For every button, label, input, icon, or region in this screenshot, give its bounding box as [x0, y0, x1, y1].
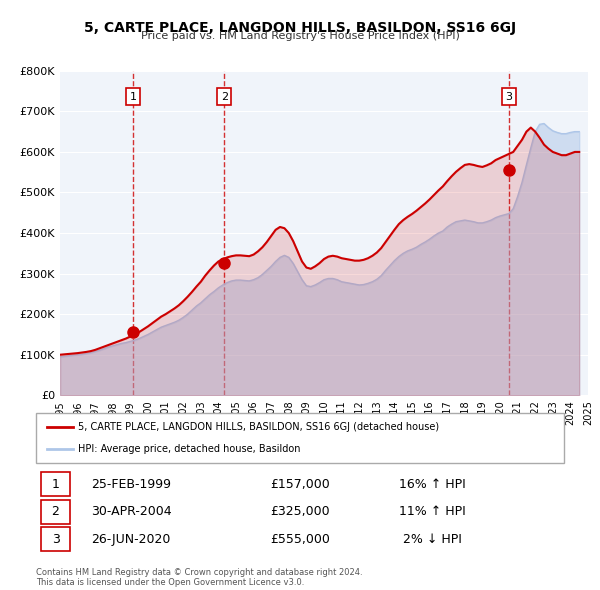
- Text: 25-FEB-1999: 25-FEB-1999: [91, 478, 171, 491]
- Text: £325,000: £325,000: [270, 505, 330, 519]
- Text: 5, CARTE PLACE, LANGDON HILLS, BASILDON, SS16 6GJ (detached house): 5, CARTE PLACE, LANGDON HILLS, BASILDON,…: [78, 422, 439, 432]
- FancyBboxPatch shape: [41, 500, 70, 524]
- Text: 2% ↓ HPI: 2% ↓ HPI: [403, 533, 461, 546]
- Text: 3: 3: [52, 533, 59, 546]
- Text: Contains HM Land Registry data © Crown copyright and database right 2024.
This d: Contains HM Land Registry data © Crown c…: [36, 568, 362, 587]
- FancyBboxPatch shape: [41, 527, 70, 551]
- Text: £157,000: £157,000: [270, 478, 330, 491]
- Text: HPI: Average price, detached house, Basildon: HPI: Average price, detached house, Basi…: [78, 444, 301, 454]
- Text: £555,000: £555,000: [270, 533, 330, 546]
- Text: 1: 1: [130, 92, 137, 101]
- Text: 11% ↑ HPI: 11% ↑ HPI: [398, 505, 466, 519]
- Text: 16% ↑ HPI: 16% ↑ HPI: [398, 478, 466, 491]
- Text: 2: 2: [221, 92, 228, 101]
- FancyBboxPatch shape: [36, 413, 564, 463]
- Text: 2: 2: [52, 505, 59, 519]
- Text: Price paid vs. HM Land Registry's House Price Index (HPI): Price paid vs. HM Land Registry's House …: [140, 31, 460, 41]
- Text: 1: 1: [52, 478, 59, 491]
- Text: 3: 3: [505, 92, 512, 101]
- Text: 26-JUN-2020: 26-JUN-2020: [91, 533, 171, 546]
- Text: 5, CARTE PLACE, LANGDON HILLS, BASILDON, SS16 6GJ: 5, CARTE PLACE, LANGDON HILLS, BASILDON,…: [84, 21, 516, 35]
- FancyBboxPatch shape: [41, 473, 70, 496]
- Text: 30-APR-2004: 30-APR-2004: [91, 505, 172, 519]
